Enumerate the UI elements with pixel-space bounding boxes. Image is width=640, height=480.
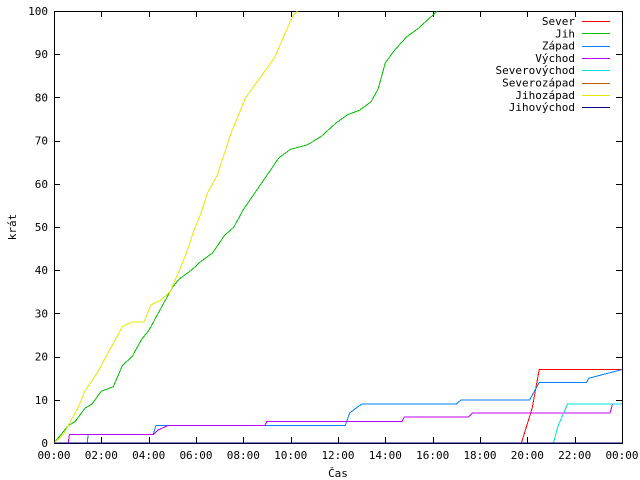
legend-label: Severovýchod [496, 64, 575, 77]
y-tick-label: 100 [28, 5, 48, 18]
y-tick-label: 30 [35, 307, 48, 320]
x-tick-label: 00:00 [605, 449, 638, 462]
legend-label: Jihozápad [515, 89, 575, 102]
y-tick-label: 10 [35, 394, 48, 407]
legend-label: Východ [535, 52, 575, 65]
y-tick-label: 50 [35, 221, 48, 234]
x-tick-label: 12:00 [321, 449, 354, 462]
legend-label: Severozápad [502, 77, 575, 90]
series-line-7 [53, 10, 299, 444]
series-line-1 [54, 369, 622, 444]
y-tick-label: 60 [35, 178, 48, 191]
series-group [53, 10, 623, 444]
series-line-4 [54, 403, 622, 444]
y-tick-label: 20 [35, 351, 48, 364]
axis-ticks [54, 11, 623, 444]
y-tick-label: 0 [41, 437, 48, 450]
x-tick-label: 02:00 [85, 449, 118, 462]
y-axis-title: krát [6, 214, 19, 241]
axis-tick-labels: 0 10 20 30 40 50 60 70 80 90 100 00:00 02:00 04:00 06:… [28, 5, 638, 462]
x-tick-label: 16:00 [416, 449, 449, 462]
x-tick-label: 04:00 [132, 449, 165, 462]
x-tick-label: 08:00 [227, 449, 260, 462]
series-line-2 [53, 10, 438, 444]
x-tick-label: 00:00 [37, 449, 70, 462]
x-tick-label: 10:00 [274, 449, 307, 462]
y-tick-label: 80 [35, 91, 48, 104]
x-tick-label: 18:00 [463, 449, 496, 462]
x-tick-label: 14:00 [369, 449, 402, 462]
y-tick-label: 90 [35, 48, 48, 61]
legend-label: Jih [555, 27, 575, 40]
legend-label: Jihovýchod [509, 101, 575, 114]
x-tick-label: 20:00 [511, 449, 544, 462]
legend-label: Západ [542, 40, 575, 53]
x-tick-label: 22:00 [558, 449, 591, 462]
x-axis-title: Čas [328, 467, 348, 480]
y-tick-label: 40 [35, 264, 48, 277]
legend-label: Sever [542, 15, 575, 28]
y-tick-label: 70 [35, 135, 48, 148]
legend: SeverJihZápadVýchodSeverovýchodSeverozáp… [496, 15, 610, 114]
x-tick-label: 06:00 [179, 449, 212, 462]
